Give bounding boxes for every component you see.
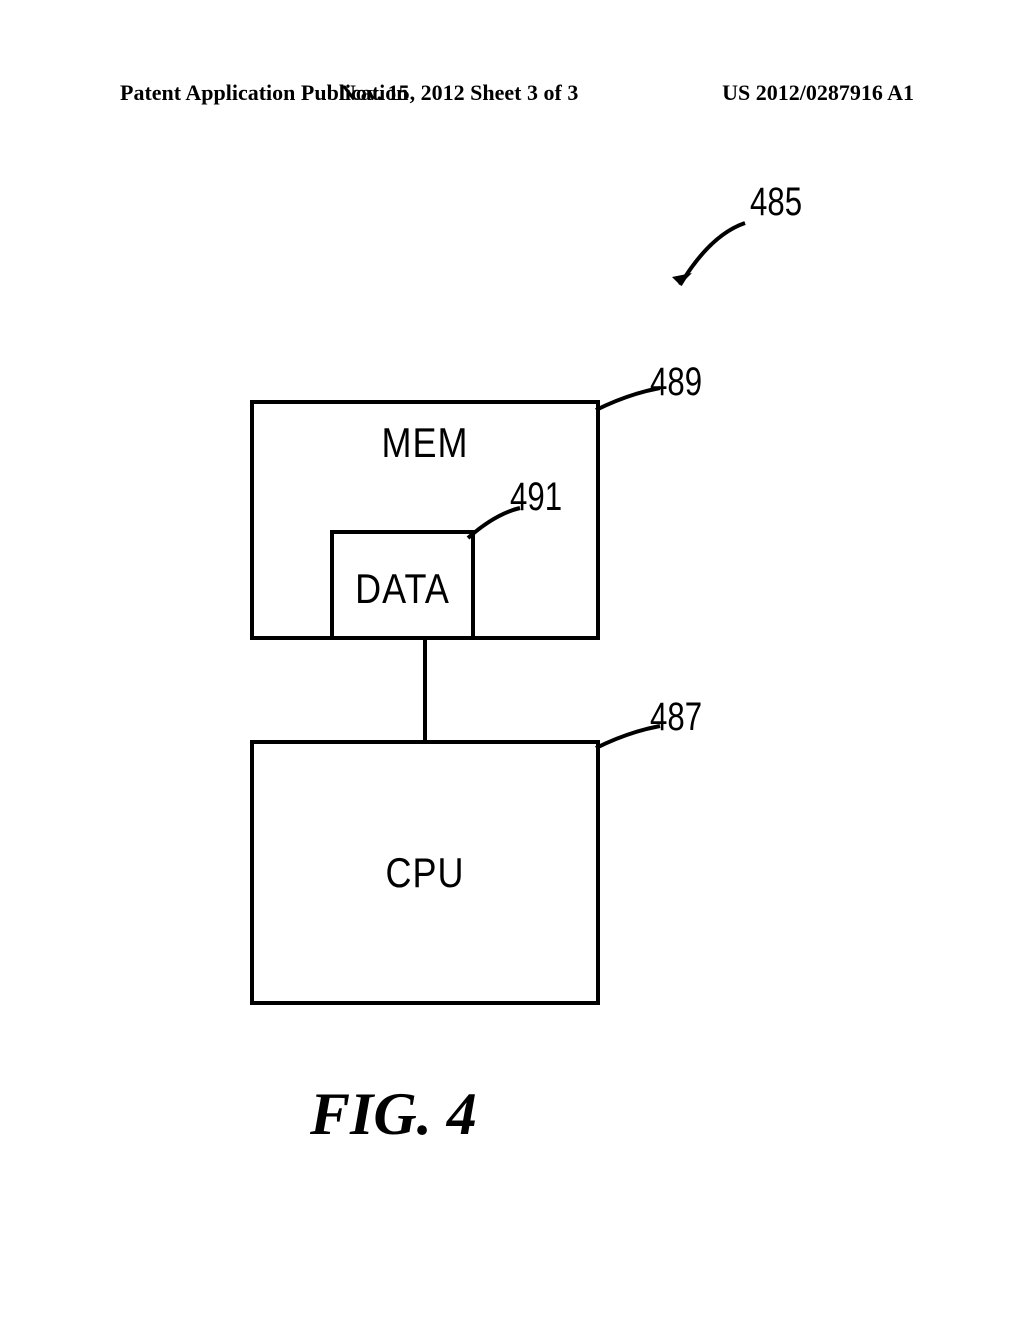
leader-489 [588, 380, 668, 420]
cpu-box: CPU [250, 740, 600, 1005]
leader-485 [650, 205, 760, 315]
page-header: Patent Application Publication Nov. 15, … [0, 80, 1024, 106]
leader-491 [460, 500, 530, 545]
mem-cpu-connector [423, 640, 427, 740]
cpu-label: CPU [385, 848, 464, 896]
mem-label: MEM [382, 419, 469, 467]
header-center: Nov. 15, 2012 Sheet 3 of 3 [340, 80, 578, 106]
header-right: US 2012/0287916 A1 [722, 80, 914, 106]
data-label: DATA [355, 565, 450, 613]
data-box: DATA [330, 530, 475, 640]
figure-label: FIG. 4 [310, 1080, 477, 1149]
leader-487 [588, 718, 668, 758]
figure-diagram: 485 MEM 489 DATA 491 CPU 487 FIG. 4 [0, 160, 1024, 1210]
